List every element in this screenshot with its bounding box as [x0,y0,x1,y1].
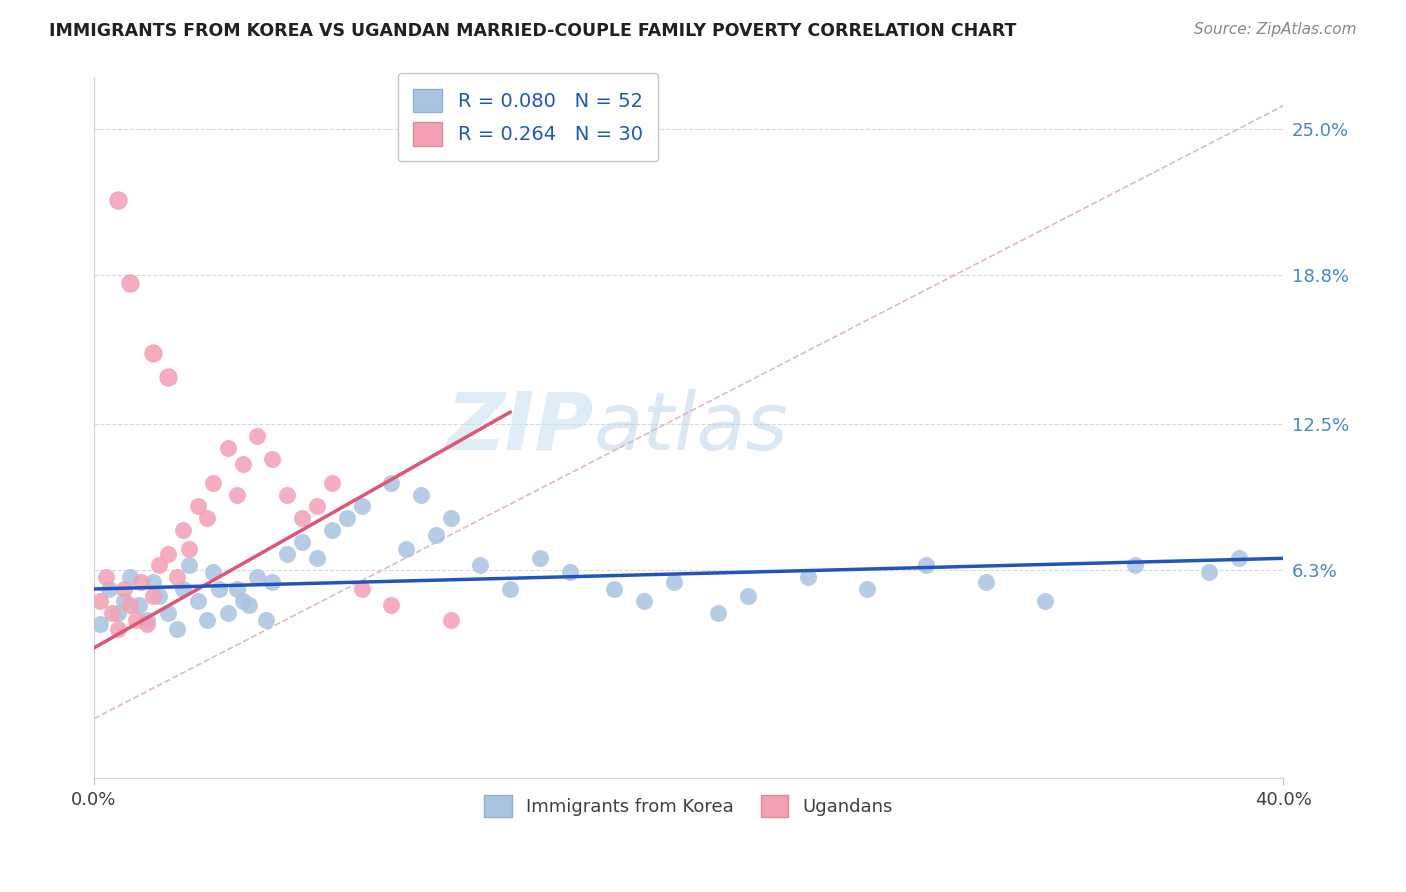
Point [1035,594,1057,608]
Point [142,589,165,603]
Point [529,551,551,566]
Point [201,566,224,580]
Point [321,475,343,490]
Point [166,622,188,636]
Point [470,558,492,573]
Point [131,574,153,589]
Point [195,613,218,627]
Point [128,599,150,613]
Point [321,523,343,537]
Point [187,500,209,514]
Point [225,582,247,596]
Point [172,582,194,596]
Point [142,346,165,360]
Point [112,594,135,608]
Point [350,500,373,514]
Point [166,570,188,584]
Point [305,551,328,566]
Text: ZIP: ZIP [446,389,593,467]
Point [238,599,260,613]
Point [380,475,402,490]
Point [1227,551,1250,566]
Point [305,500,328,514]
Point [136,613,159,627]
Point [603,582,626,596]
Point [107,606,129,620]
Point [107,622,129,636]
Point [112,582,135,596]
Point [350,582,373,596]
Point [425,528,447,542]
Point [856,582,879,596]
Point [662,574,685,589]
Point [177,541,200,556]
Point [737,589,759,603]
Point [499,582,522,596]
Point [276,488,298,502]
Point [974,574,997,589]
Point [208,582,231,596]
Point [558,566,581,580]
Point [157,606,180,620]
Point [217,606,239,620]
Point [1123,558,1146,573]
Point [291,534,314,549]
Point [187,594,209,608]
Point [157,547,180,561]
Point [217,441,239,455]
Point [124,613,146,627]
Point [89,594,111,608]
Text: atlas: atlas [593,389,789,467]
Point [409,488,432,502]
Text: Source: ZipAtlas.com: Source: ZipAtlas.com [1194,22,1357,37]
Point [395,541,418,556]
Point [276,547,298,561]
Point [440,511,463,525]
Point [380,599,402,613]
Point [225,488,247,502]
Point [1198,566,1220,580]
Point [148,558,170,573]
Point [142,574,165,589]
Point [707,606,730,620]
Point [177,558,200,573]
Point [118,276,141,290]
Point [195,511,218,525]
Point [440,613,463,627]
Point [633,594,655,608]
Point [254,613,277,627]
Point [97,582,120,596]
Point [201,475,224,490]
Point [118,570,141,584]
Point [136,617,159,632]
Point [915,558,938,573]
Point [796,570,818,584]
Point [232,594,254,608]
Point [291,511,314,525]
Point [118,599,141,613]
Point [172,523,194,537]
Point [100,606,122,620]
Point [336,511,359,525]
Point [157,369,180,384]
Point [107,193,129,207]
Point [89,617,111,632]
Point [232,457,254,471]
Point [148,589,170,603]
Legend: Immigrants from Korea, Ugandans: Immigrants from Korea, Ugandans [477,788,900,824]
Text: IMMIGRANTS FROM KOREA VS UGANDAN MARRIED-COUPLE FAMILY POVERTY CORRELATION CHART: IMMIGRANTS FROM KOREA VS UGANDAN MARRIED… [49,22,1017,40]
Point [246,570,269,584]
Point [246,429,269,443]
Point [262,574,284,589]
Point [262,452,284,467]
Point [94,570,117,584]
